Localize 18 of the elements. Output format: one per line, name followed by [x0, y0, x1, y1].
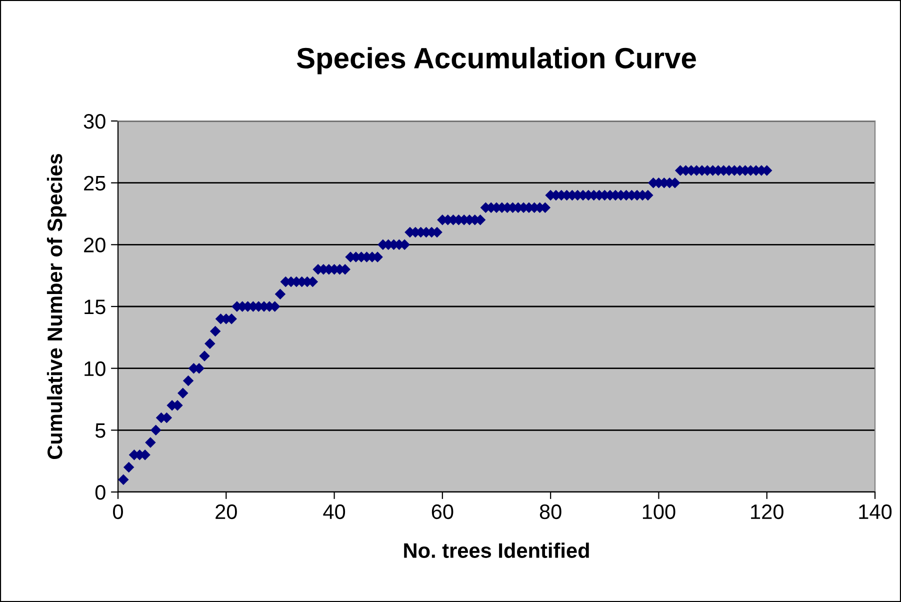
x-tick-label: 140: [859, 504, 892, 520]
x-tick-label: 100: [642, 504, 676, 520]
x-tick-label: 120: [751, 504, 784, 520]
y-tick-label: 30: [84, 114, 106, 129]
y-tick-label: 15: [84, 300, 106, 314]
x-tick-label: 20: [216, 504, 237, 520]
y-tick-label: 5: [95, 423, 106, 438]
y-tick-label: 25: [84, 176, 106, 191]
x-tick-label: 40: [323, 504, 346, 520]
x-tick-label: 80: [540, 504, 562, 520]
y-tick-label: 0: [95, 485, 106, 500]
x-tick-label: 0: [113, 504, 123, 520]
x-axis-title: No. trees Identified: [404, 542, 589, 558]
x-tick-label: 60: [432, 504, 454, 520]
y-tick-label: 10: [84, 361, 106, 376]
y-axis-title: Cumulative Number of Species: [46, 154, 66, 460]
y-tick-label: 20: [84, 238, 106, 252]
chart-title: Species Accumulation Curve: [296, 47, 696, 74]
